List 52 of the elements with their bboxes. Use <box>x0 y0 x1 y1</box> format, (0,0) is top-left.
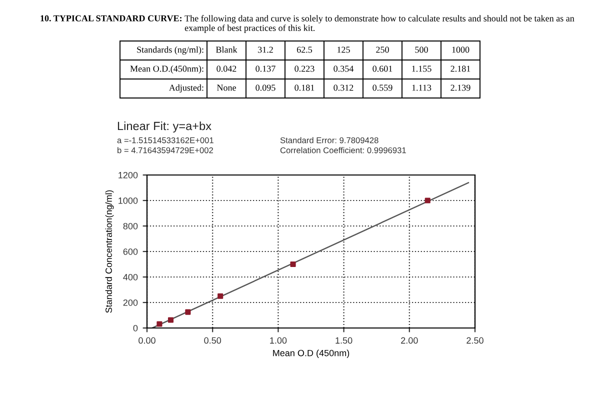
category-label: 31.2 <box>258 46 273 53</box>
data-label: 0.137 <box>256 66 276 72</box>
text: a =-1.51514533162E+001 <box>117 137 214 144</box>
data-label: 1.113 <box>412 84 432 91</box>
data-label: 0.354 <box>334 66 354 72</box>
data-label: 0.042 <box>216 66 236 72</box>
x-tick-label: 0.00 <box>138 337 156 344</box>
point <box>185 309 191 315</box>
x-tick-label: 0.50 <box>204 337 222 344</box>
text: Standards (ng/ml): <box>137 46 204 55</box>
point <box>424 198 430 204</box>
y-tick-label: 200 <box>123 299 138 306</box>
category-label: 500 <box>415 46 428 53</box>
y-tick-label: 600 <box>123 248 138 255</box>
data-label: 2.181 <box>450 66 470 72</box>
data-label: 0.181 <box>294 84 314 91</box>
data-label: 1.155 <box>412 66 432 72</box>
text: Adjusted: <box>168 84 204 93</box>
data-label: 0.601 <box>372 66 392 72</box>
data-label: 2.139 <box>450 84 470 91</box>
data-label: None <box>216 84 236 91</box>
text: The following data and curve is solely to demonstrate how to calculate results and should not be taken as an example of best practices of this kit. <box>184 15 574 33</box>
y-tick-label: 0 <box>133 324 138 332</box>
data-label: 0.223 <box>294 66 314 72</box>
x-tick-label: 2.50 <box>466 337 484 344</box>
chart-title: Linear Fit: y=a+bx <box>118 122 212 133</box>
data-label: 0.095 <box>256 84 276 91</box>
category-label: 62.5 <box>296 46 312 53</box>
point <box>218 293 224 299</box>
data-label: 0.559 <box>372 84 392 91</box>
x-tick-label: 1.00 <box>270 337 287 344</box>
text: Mean O.D.(450nm): <box>130 65 204 74</box>
text: Correlation Coefficient: 0.9996931 <box>280 147 406 154</box>
point <box>290 261 296 268</box>
category-label: Blank <box>216 46 238 53</box>
text: 10. TYPICAL STANDARD CURVE: <box>40 15 182 22</box>
y-tick-label: 800 <box>123 222 138 230</box>
point <box>156 321 162 327</box>
y-tick-label: 400 <box>123 274 138 280</box>
text: b = 4.71643594729E+002 <box>118 147 213 154</box>
category-label: 1000 <box>452 46 470 53</box>
y-tick-label: 1200 <box>118 172 138 178</box>
x-tick-label: 2.00 <box>401 337 418 344</box>
category-label: 125 <box>338 46 350 53</box>
point <box>168 317 174 323</box>
text: Standard Error: 9.7809428 <box>280 137 378 144</box>
data-label: 0.312 <box>334 84 354 91</box>
category-label: 250 <box>376 46 389 53</box>
y-tick-label: 1000 <box>118 197 138 204</box>
y-axis-title: Standard Concentration(ng/ml) <box>105 190 114 313</box>
x-tick-label: 1.50 <box>336 337 352 344</box>
x-axis-title: Mean O.D (450nm) <box>273 350 350 358</box>
